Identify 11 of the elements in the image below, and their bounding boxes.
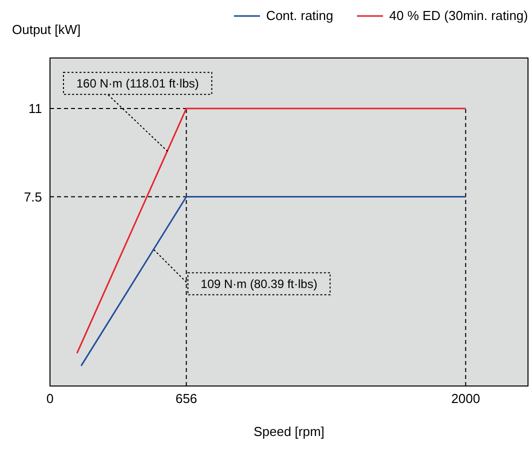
legend-label: 40 % ED (30min. rating) <box>389 8 528 23</box>
annotation: 109 N·m (80.39 ft·lbs) <box>200 276 318 291</box>
x-tick-label: 0 <box>46 391 54 406</box>
x-axis-title: Speed [rpm] <box>254 424 324 439</box>
y-tick-label: 7.5 <box>24 189 42 204</box>
legend-label: Cont. rating <box>266 8 334 23</box>
annotation: 160 N·m (118.01 ft·lbs) <box>76 76 199 90</box>
x-tick-label: 2000 <box>451 391 480 406</box>
y-axis-title: Output [kW] <box>12 22 81 37</box>
y-tick-label: 11 <box>28 101 42 116</box>
x-tick-label: 656 <box>175 391 198 406</box>
